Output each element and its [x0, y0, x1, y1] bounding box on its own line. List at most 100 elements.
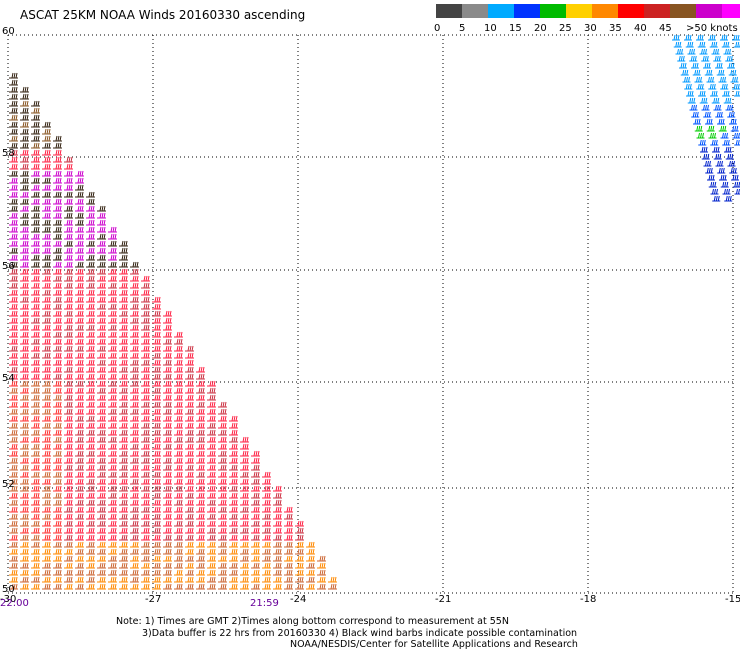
wind-barb [53, 394, 62, 401]
wind-barb [20, 310, 29, 317]
wind-barb [196, 513, 205, 520]
wind-barb [130, 499, 139, 506]
wind-barb [317, 569, 326, 576]
wind-barb [207, 422, 216, 429]
wind-barb [295, 583, 304, 590]
wind-barb [9, 527, 18, 534]
wind-barb [119, 310, 128, 317]
note-line-2: 3)Data buffer is 22 hrs from 20160330 4)… [142, 628, 578, 639]
wind-barb [64, 576, 73, 583]
wind-barb [141, 345, 150, 352]
wind-barb [42, 156, 51, 163]
wind-barb [75, 569, 84, 576]
wind-barb [141, 527, 150, 534]
wind-barb [31, 499, 40, 506]
wind-barb [9, 401, 18, 408]
wind-barb [31, 352, 40, 359]
wind-barb [31, 562, 40, 569]
wind-barb [185, 352, 194, 359]
wind-barb [229, 576, 238, 583]
wind-barb [108, 254, 117, 261]
wind-barb [31, 282, 40, 289]
wind-barb [9, 373, 18, 380]
wind-barb [108, 303, 117, 310]
wind-barb [284, 513, 293, 520]
wind-barb [53, 373, 62, 380]
wind-barb [9, 212, 18, 219]
wind-barb [680, 69, 689, 76]
wind-barb [31, 513, 40, 520]
wind-barb [701, 55, 710, 62]
wind-barb [130, 548, 139, 555]
wind-barb [152, 562, 161, 569]
wind-barb [42, 401, 51, 408]
wind-barb [75, 527, 84, 534]
wind-barb [97, 499, 106, 506]
wind-barb [240, 457, 249, 464]
wind-barb [20, 121, 29, 128]
wind-barb [20, 86, 29, 93]
wind-barb [185, 555, 194, 562]
wind-barb [141, 387, 150, 394]
wind-barb [86, 240, 95, 247]
wind-barb [31, 142, 40, 149]
wind-barb [729, 118, 737, 125]
wind-barb [273, 492, 282, 499]
wind-barb [682, 76, 691, 83]
wind-barb [53, 345, 62, 352]
wind-barb [9, 310, 18, 317]
time-label: 22:00 [0, 598, 29, 609]
wind-barb [75, 541, 84, 548]
wind-barb [20, 114, 29, 121]
wind-barb [31, 345, 40, 352]
wind-barb [130, 527, 139, 534]
wind-barb [64, 478, 73, 485]
wind-barb [694, 76, 703, 83]
wind-barb [31, 373, 40, 380]
wind-barb [75, 233, 84, 240]
wind-barb [174, 457, 183, 464]
wind-barb [108, 541, 117, 548]
wind-barb [163, 401, 172, 408]
wind-barb [75, 345, 84, 352]
colorbar-swatch [670, 4, 696, 18]
wind-barb [42, 219, 51, 226]
wind-barb [97, 527, 106, 534]
wind-barb [229, 415, 238, 422]
wind-barb [42, 548, 51, 555]
wind-barb [97, 443, 106, 450]
wind-barb [97, 422, 106, 429]
wind-barb [20, 394, 29, 401]
wind-barb [42, 576, 51, 583]
wind-barb [229, 478, 238, 485]
wind-barb [9, 387, 18, 394]
wind-barb [262, 478, 271, 485]
wind-barb [97, 436, 106, 443]
wind-barb [97, 296, 106, 303]
wind-barb [53, 163, 62, 170]
wind-barb [97, 457, 106, 464]
wind-barb [75, 212, 84, 219]
wind-barb [720, 34, 728, 41]
wind-barb [152, 450, 161, 457]
wind-barb [64, 464, 73, 471]
wind-barb [86, 443, 95, 450]
wind-barb [713, 104, 722, 111]
wind-barb [97, 282, 106, 289]
wind-barb [9, 520, 18, 527]
wind-barb [196, 415, 205, 422]
wind-barb [9, 443, 18, 450]
wind-barb [53, 562, 62, 569]
wind-barb [64, 254, 73, 261]
wind-barb [42, 198, 51, 205]
wind-barb [86, 310, 95, 317]
wind-barb [42, 499, 51, 506]
wind-barb [698, 90, 706, 97]
colorbar-swatch [462, 4, 488, 18]
wind-barb [108, 380, 117, 387]
wind-barb [262, 506, 271, 513]
wind-barb [86, 499, 95, 506]
latitude-label: 54 [2, 373, 15, 384]
colorbar-swatch [696, 4, 722, 18]
